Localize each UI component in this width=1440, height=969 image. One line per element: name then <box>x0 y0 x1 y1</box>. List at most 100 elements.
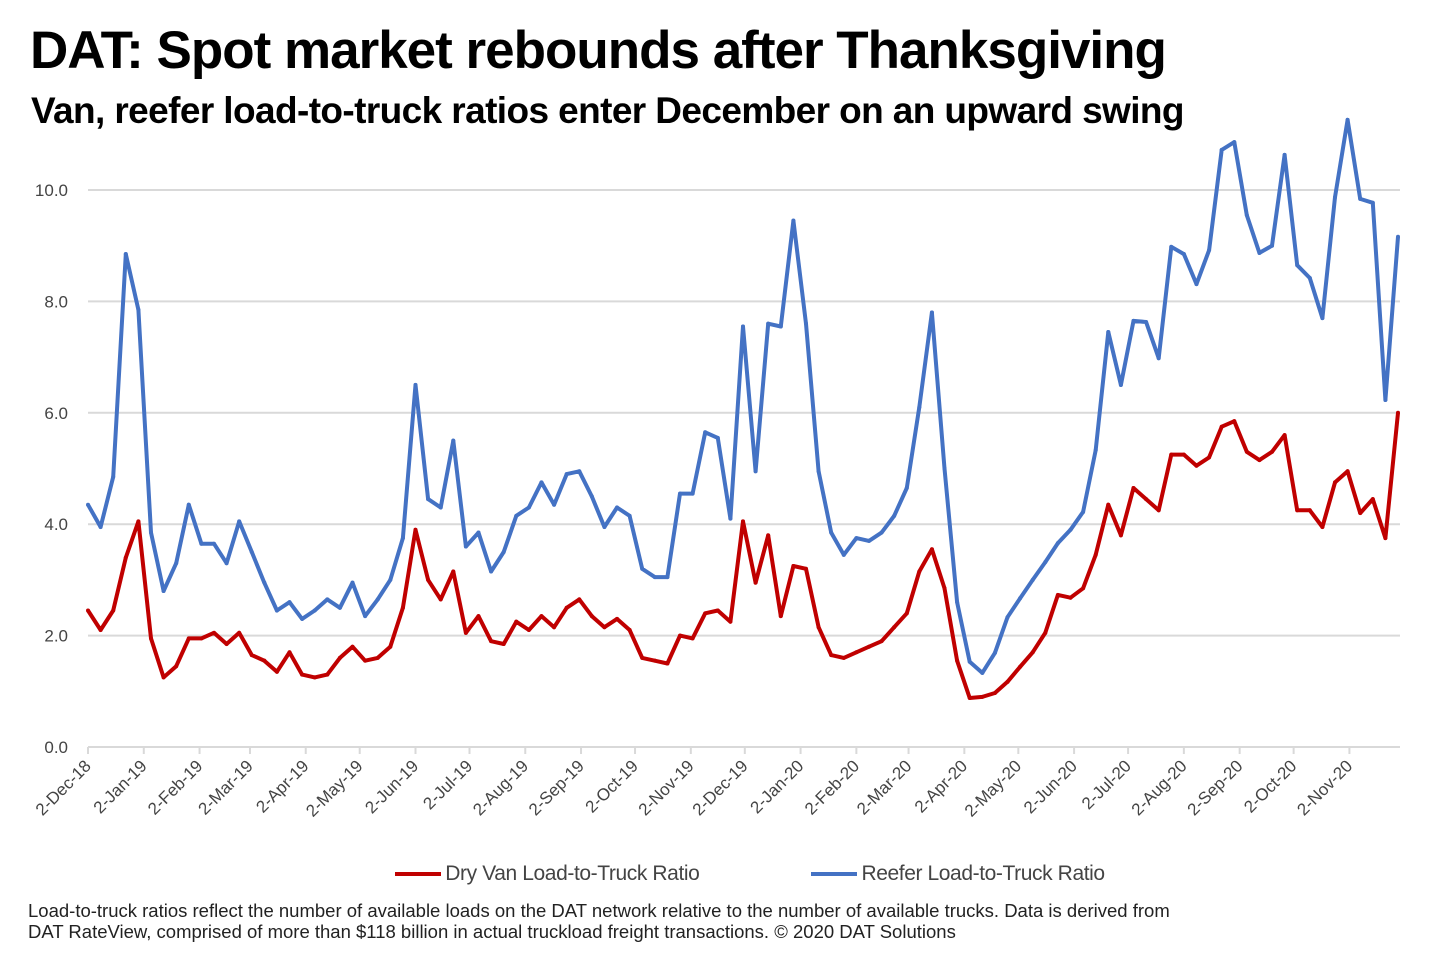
data-point <box>1396 234 1400 239</box>
data-point <box>1005 615 1010 620</box>
data-point <box>967 695 972 700</box>
data-point <box>526 505 531 510</box>
data-point <box>350 580 355 585</box>
data-point <box>199 636 204 641</box>
data-point <box>224 641 229 646</box>
data-point <box>741 519 745 524</box>
data-point <box>778 614 783 619</box>
data-point <box>489 639 494 644</box>
data-point <box>854 536 859 541</box>
data-point <box>992 690 997 695</box>
y-tick-label: 8.0 <box>44 292 68 311</box>
data-point <box>1118 382 1123 387</box>
data-point <box>791 218 796 223</box>
data-point <box>350 644 355 649</box>
data-point <box>1219 147 1224 152</box>
data-point <box>892 625 897 630</box>
data-point <box>148 636 153 641</box>
x-tick-label: 2-Jul-20 <box>1078 756 1135 813</box>
x-tick-label: 2-Jan-20 <box>747 756 808 817</box>
data-point <box>1181 252 1186 257</box>
data-point <box>942 586 947 591</box>
data-point <box>312 675 317 680</box>
data-point <box>363 614 368 619</box>
data-point <box>1055 541 1060 546</box>
data-point <box>1030 577 1035 582</box>
data-point <box>161 589 166 594</box>
x-tick-label: 2-Feb-20 <box>801 756 863 818</box>
data-point <box>426 497 431 502</box>
data-point <box>249 653 254 658</box>
footnote-line-1: Load-to-truck ratios reflect the number … <box>28 900 1170 921</box>
data-point <box>1219 424 1224 429</box>
data-point <box>1118 533 1123 538</box>
data-point <box>1345 117 1350 122</box>
data-point <box>690 491 695 496</box>
data-point <box>753 469 758 474</box>
x-tick-label: 2-Dec-18 <box>32 756 95 819</box>
data-point <box>489 569 494 574</box>
data-point <box>426 577 431 582</box>
data-point <box>86 608 90 613</box>
data-point <box>438 597 443 602</box>
chart-subtitle: Van, reefer load-to-truck ratios enter D… <box>31 90 1185 131</box>
data-point <box>1144 320 1149 325</box>
data-point <box>552 502 557 507</box>
series-points-reefer <box>86 117 1400 675</box>
data-point <box>388 644 393 649</box>
data-point <box>86 502 90 507</box>
data-point <box>312 608 317 613</box>
data-point <box>1156 508 1161 513</box>
x-tick-label: 2-Sep-20 <box>1184 756 1247 819</box>
data-point <box>1018 664 1023 669</box>
data-point <box>690 636 695 641</box>
data-point <box>929 310 934 315</box>
data-point <box>274 608 279 613</box>
data-point <box>136 519 141 524</box>
data-point <box>337 605 342 610</box>
data-point <box>224 561 229 566</box>
data-point <box>564 605 569 610</box>
x-tick-label: 2-Aug-19 <box>469 756 532 819</box>
data-point <box>363 658 368 663</box>
data-point <box>1005 679 1010 684</box>
data-point <box>199 541 204 546</box>
data-point <box>98 524 103 529</box>
data-point <box>1333 195 1338 200</box>
x-tick-label: 2-May-19 <box>302 756 366 820</box>
data-point <box>174 664 179 669</box>
data-point <box>741 324 745 329</box>
x-tick-label: 2-Aug-20 <box>1128 756 1191 819</box>
data-point <box>917 569 922 574</box>
data-point <box>249 550 254 555</box>
data-point <box>413 527 418 532</box>
data-point <box>892 513 897 518</box>
data-point <box>1307 276 1312 281</box>
y-tick-label: 2.0 <box>44 627 68 646</box>
data-point <box>640 655 645 660</box>
data-point <box>841 552 846 557</box>
data-point <box>791 563 796 568</box>
legend-item-dry-van: Dry Van Load-to-Truck Ratio <box>335 862 700 886</box>
data-point <box>1370 200 1375 205</box>
data-point <box>879 639 884 644</box>
data-point <box>539 614 544 619</box>
data-point <box>552 625 557 630</box>
x-tick-label: 2-Sep-19 <box>525 756 588 819</box>
data-point <box>1244 449 1249 454</box>
data-point <box>715 608 720 613</box>
data-point <box>816 625 821 630</box>
data-point <box>1043 560 1048 565</box>
legend-item-reefer: Reefer Load-to-Truck Ratio <box>751 862 1105 886</box>
gridlines <box>88 189 1400 637</box>
data-point <box>589 494 594 499</box>
data-point <box>174 561 179 566</box>
data-point <box>866 538 871 543</box>
data-point <box>1131 485 1136 490</box>
data-point <box>942 466 947 471</box>
legend: Dry Van Load-to-Truck Ratio Reefer Load-… <box>0 862 1440 886</box>
data-point <box>237 519 242 524</box>
x-axis: 2-Dec-182-Jan-192-Feb-192-Mar-192-Apr-19… <box>32 746 1400 821</box>
data-point <box>325 597 330 602</box>
